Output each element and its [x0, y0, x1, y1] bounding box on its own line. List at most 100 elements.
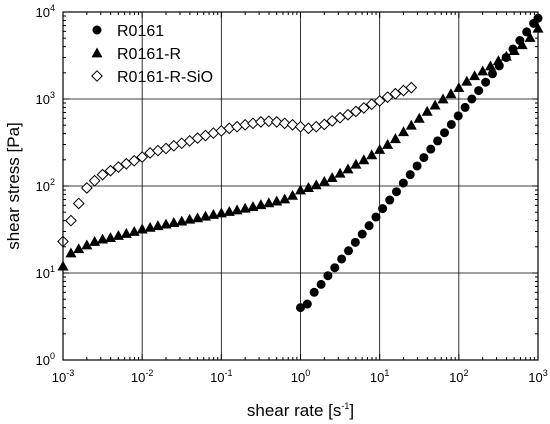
data-point — [294, 120, 307, 133]
data-point — [405, 119, 417, 130]
data-point — [460, 102, 470, 112]
data-point — [309, 287, 319, 297]
y-tick-label: 100 — [36, 351, 55, 368]
data-point — [349, 105, 362, 118]
data-point — [474, 86, 484, 96]
data-point — [223, 205, 235, 216]
data-point — [80, 182, 93, 194]
series-R0161-R — [57, 22, 544, 271]
x-tick-label: 102 — [449, 368, 468, 385]
legend-label: R0161-R-SiO — [117, 69, 213, 86]
data-point — [192, 212, 204, 223]
x-tick-label: 10-1 — [210, 368, 232, 385]
data-point — [176, 215, 188, 226]
data-point — [439, 128, 449, 138]
data-point — [357, 229, 367, 239]
data-point — [318, 118, 331, 131]
data-point — [357, 101, 370, 114]
data-point — [421, 105, 433, 116]
y-axis-title: shear stress [Pa] — [4, 122, 23, 250]
data-point — [385, 195, 395, 205]
data-point — [73, 243, 85, 254]
data-point — [342, 163, 354, 174]
data-point — [437, 93, 449, 104]
data-point — [524, 31, 536, 42]
data-point — [446, 119, 456, 129]
data-point — [426, 144, 436, 154]
data-point — [453, 82, 465, 93]
data-point — [337, 254, 347, 264]
data-point — [271, 195, 283, 206]
y-tick-label: 103 — [36, 90, 55, 107]
data-point — [398, 178, 408, 188]
legend-marker — [91, 47, 103, 58]
data-point — [381, 91, 394, 104]
data-point — [231, 204, 243, 215]
x-axis-title-main: shear rate [s — [247, 401, 342, 420]
data-point — [508, 45, 520, 56]
data-point — [160, 218, 172, 229]
legend: R0161 R0161-R R0161-R-SiO — [91, 23, 213, 86]
data-point — [371, 212, 381, 222]
data-point — [104, 232, 116, 243]
data-points — [57, 13, 544, 313]
data-point — [412, 161, 422, 171]
data-point — [270, 116, 283, 128]
data-point — [97, 233, 109, 244]
data-point — [365, 98, 378, 111]
data-point — [152, 220, 164, 231]
data-point — [391, 187, 401, 197]
data-point — [350, 158, 362, 169]
data-point — [112, 161, 125, 173]
data-point — [231, 120, 243, 133]
x-axis-title-sup: -1 — [341, 401, 349, 411]
data-point — [445, 88, 457, 99]
plot-frame — [62, 11, 539, 361]
data-point — [302, 182, 314, 192]
data-point — [65, 247, 77, 258]
data-point — [136, 223, 148, 234]
data-point — [344, 246, 354, 256]
legend-label: R0161 — [117, 23, 164, 40]
data-point — [366, 149, 378, 160]
data-point — [481, 77, 491, 87]
data-point — [310, 179, 322, 190]
data-point — [461, 75, 473, 86]
data-point — [334, 167, 346, 178]
data-point — [168, 217, 180, 227]
data-point — [477, 65, 489, 76]
data-point — [88, 174, 101, 187]
data-point — [326, 172, 338, 182]
data-point — [397, 126, 409, 137]
series-R0161-R-SiO — [57, 81, 418, 248]
data-point — [350, 237, 360, 247]
data-point — [453, 111, 463, 121]
data-point — [364, 221, 374, 231]
data-point — [207, 209, 219, 219]
y-tick-label: 104 — [36, 3, 55, 20]
data-point — [413, 112, 425, 123]
data-point — [469, 70, 481, 81]
data-point — [112, 229, 124, 240]
data-point — [255, 199, 267, 210]
data-point — [433, 136, 443, 146]
data-point — [492, 55, 504, 66]
x-tick-label: 10-2 — [131, 368, 153, 385]
data-point — [200, 210, 212, 221]
data-point — [286, 118, 299, 131]
legend-marker — [91, 70, 103, 82]
data-point — [278, 117, 291, 130]
data-point — [279, 193, 291, 204]
data-point — [72, 197, 85, 210]
legend-label: R0161-R — [117, 46, 181, 63]
data-point — [287, 189, 299, 200]
data-point — [342, 108, 354, 121]
y-tick-label: 101 — [36, 264, 55, 281]
x-tick-label: 101 — [370, 368, 389, 385]
data-point — [405, 81, 418, 94]
data-point — [330, 263, 340, 273]
data-point — [419, 153, 429, 163]
data-point — [323, 271, 333, 281]
data-point — [374, 143, 386, 154]
data-point — [65, 214, 77, 227]
